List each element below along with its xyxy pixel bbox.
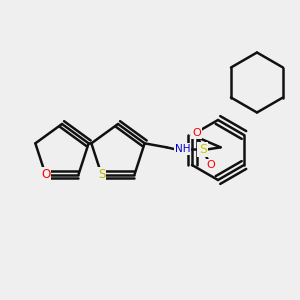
Text: S: S <box>199 143 207 156</box>
Text: O: O <box>192 128 201 138</box>
Text: O: O <box>41 168 50 181</box>
Text: O: O <box>206 160 215 170</box>
Text: NH: NH <box>175 144 190 154</box>
Text: S: S <box>98 168 105 181</box>
